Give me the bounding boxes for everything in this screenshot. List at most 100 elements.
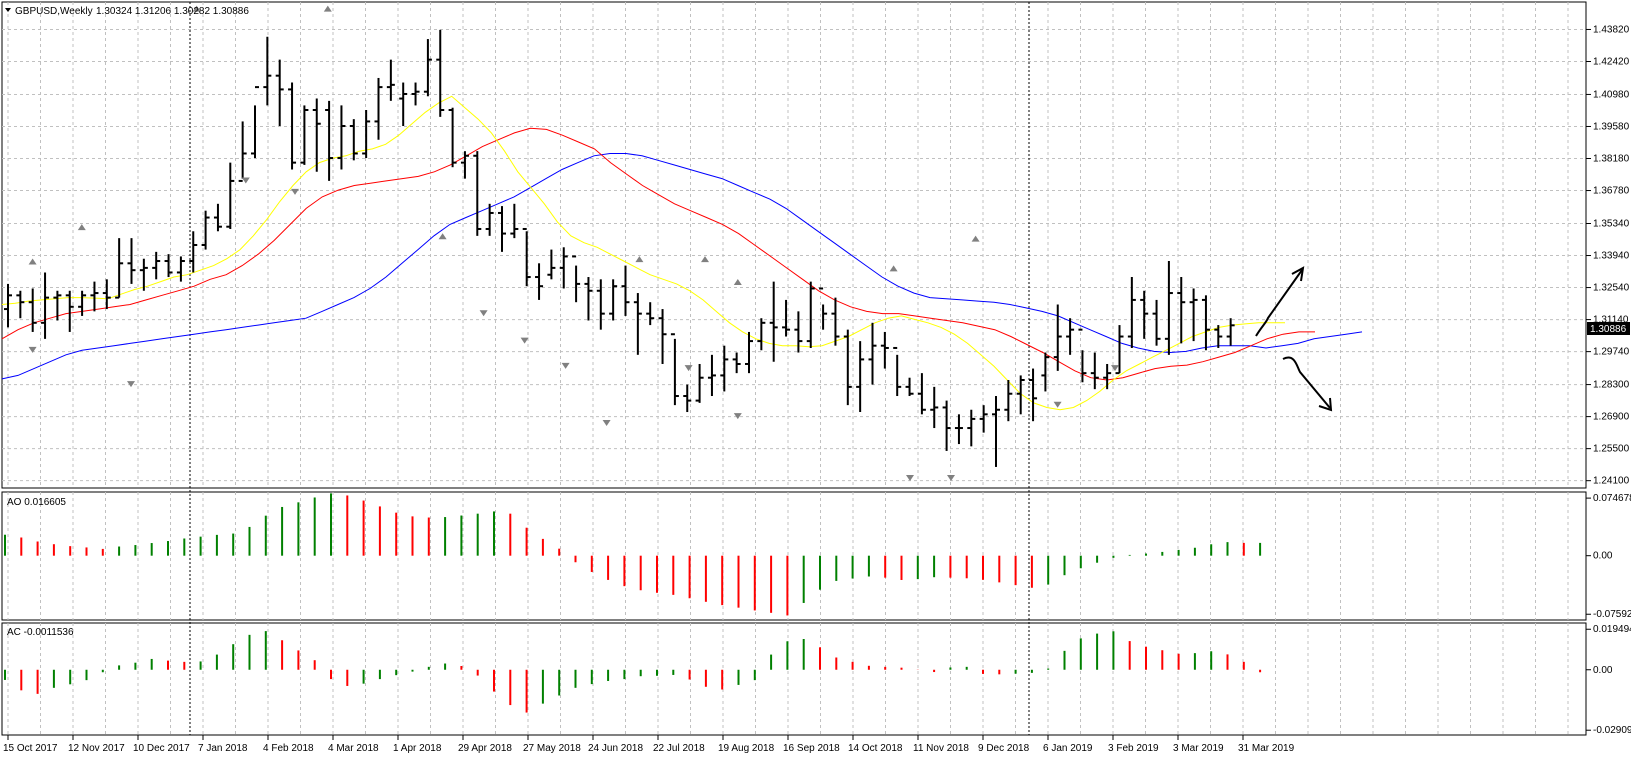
price-bar	[510, 203, 519, 239]
price-tick-label: 1.35340	[1593, 218, 1630, 229]
price-bar	[4, 283, 12, 328]
price-bar	[819, 287, 828, 330]
price-bar	[1016, 375, 1025, 415]
time-tick-label: 6 Jan 2019	[1043, 743, 1093, 754]
price-bar	[485, 203, 494, 236]
price-bar	[213, 203, 222, 232]
price-bar	[1053, 304, 1062, 371]
price-bar	[745, 331, 753, 374]
price-bar	[584, 277, 593, 321]
price-bar	[399, 82, 408, 127]
price-bar	[275, 59, 284, 127]
ao-tick-label: 0.074678	[1593, 493, 1631, 504]
price-bar	[127, 238, 136, 284]
time-tick-label: 3 Feb 2019	[1108, 743, 1159, 754]
price-bar	[646, 302, 655, 326]
fractal-down-arrow	[479, 310, 488, 317]
time-tick-label: 11 Nov 2018	[913, 743, 969, 754]
current-price-box	[1587, 322, 1630, 335]
price-bar	[831, 297, 840, 346]
price-bar	[905, 377, 914, 397]
price-tick-label: 1.26900	[1593, 412, 1630, 423]
down-arrow	[1282, 356, 1331, 409]
up-arrow	[1255, 269, 1303, 337]
price-bar	[658, 309, 667, 364]
ac-tick-label: 0.00	[1593, 665, 1613, 676]
price-bar	[300, 105, 309, 165]
price-tick-label: 1.38180	[1593, 154, 1630, 165]
chart-header: GBPUSD,Weekly 1.30324 1.31206 1.30282 1.…	[5, 6, 249, 17]
price-bar	[1004, 380, 1013, 422]
fractal-down-arrow	[561, 362, 570, 369]
fractal-down-arrow	[602, 420, 611, 427]
time-tick-label: 14 Oct 2018	[848, 743, 903, 754]
price-bar	[559, 247, 568, 289]
price-tick-label: 1.24100	[1593, 476, 1630, 487]
price-bar	[535, 263, 544, 300]
price-bar	[633, 293, 642, 355]
price-bar	[53, 290, 62, 321]
price-bar	[473, 151, 482, 236]
price-bar	[115, 238, 124, 299]
price-bar	[880, 331, 889, 369]
price-bar	[707, 354, 716, 397]
price-bar	[806, 281, 815, 348]
fractal-down-arrow	[684, 365, 693, 372]
price-tick-label: 1.40980	[1593, 89, 1630, 100]
price-bar	[917, 373, 926, 415]
price-bar	[41, 272, 50, 339]
price-bar	[411, 82, 420, 106]
price-bar	[1152, 299, 1161, 346]
price-tick-label: 1.25500	[1593, 444, 1630, 455]
price-bar	[423, 39, 432, 97]
symbol-title: GBPUSD,Weekly	[15, 6, 93, 17]
fractal-down-arrow	[28, 346, 37, 353]
price-bar	[942, 400, 951, 451]
price-tick-label: 1.33940	[1593, 251, 1630, 262]
ac-tick-label: 0.0194941	[1593, 624, 1631, 635]
price-bar	[139, 258, 148, 291]
fractal-up-arrow	[635, 256, 644, 263]
price-tick-label: 1.32540	[1593, 283, 1630, 294]
ao-histogram	[4, 493, 1262, 616]
fractal-up-arrow	[323, 5, 332, 12]
fractal-down-arrow	[127, 381, 135, 388]
price-bar	[621, 265, 630, 316]
price-bar	[1177, 277, 1186, 344]
price-bar	[979, 405, 988, 433]
ac-histogram	[4, 631, 1262, 713]
fractal-up-arrow	[28, 258, 37, 265]
price-bar	[238, 121, 247, 182]
fractal-down-arrow	[520, 337, 529, 344]
price-bar	[226, 162, 235, 229]
price-bar	[164, 254, 173, 278]
fractal-down-arrow	[1053, 401, 1062, 408]
price-bar	[732, 352, 741, 374]
price-bar	[1127, 277, 1136, 348]
price-bar	[189, 231, 198, 273]
fractal-down-arrow	[733, 413, 742, 420]
price-bar	[782, 299, 791, 337]
price-bar	[102, 279, 111, 310]
price-bar	[1103, 363, 1112, 390]
price-bar	[448, 107, 457, 168]
price-bar	[374, 77, 383, 140]
fractal-down-arrow	[906, 474, 914, 481]
ohlc-header: 1.30324 1.31206 1.30282 1.30886	[96, 6, 249, 17]
down-arrow-head	[1318, 397, 1333, 412]
fractal-up-arrow	[438, 233, 447, 240]
price-tick-label: 1.36780	[1593, 186, 1630, 197]
ac-panel-frame	[1, 622, 1587, 736]
price-tick-label: 1.42420	[1593, 56, 1630, 67]
price-bars	[4, 29, 1235, 467]
chevron-down-icon	[5, 8, 11, 12]
price-bar	[596, 279, 605, 330]
price-bar	[325, 100, 334, 181]
price-bar	[856, 341, 865, 413]
time-tick-label: 22 Jul 2018	[653, 743, 705, 754]
up-arrow-head	[1291, 266, 1305, 282]
price-tick-label: 1.43820	[1593, 24, 1630, 35]
time-tick-label: 16 Sep 2018	[783, 743, 840, 754]
price-bar	[1226, 318, 1235, 346]
